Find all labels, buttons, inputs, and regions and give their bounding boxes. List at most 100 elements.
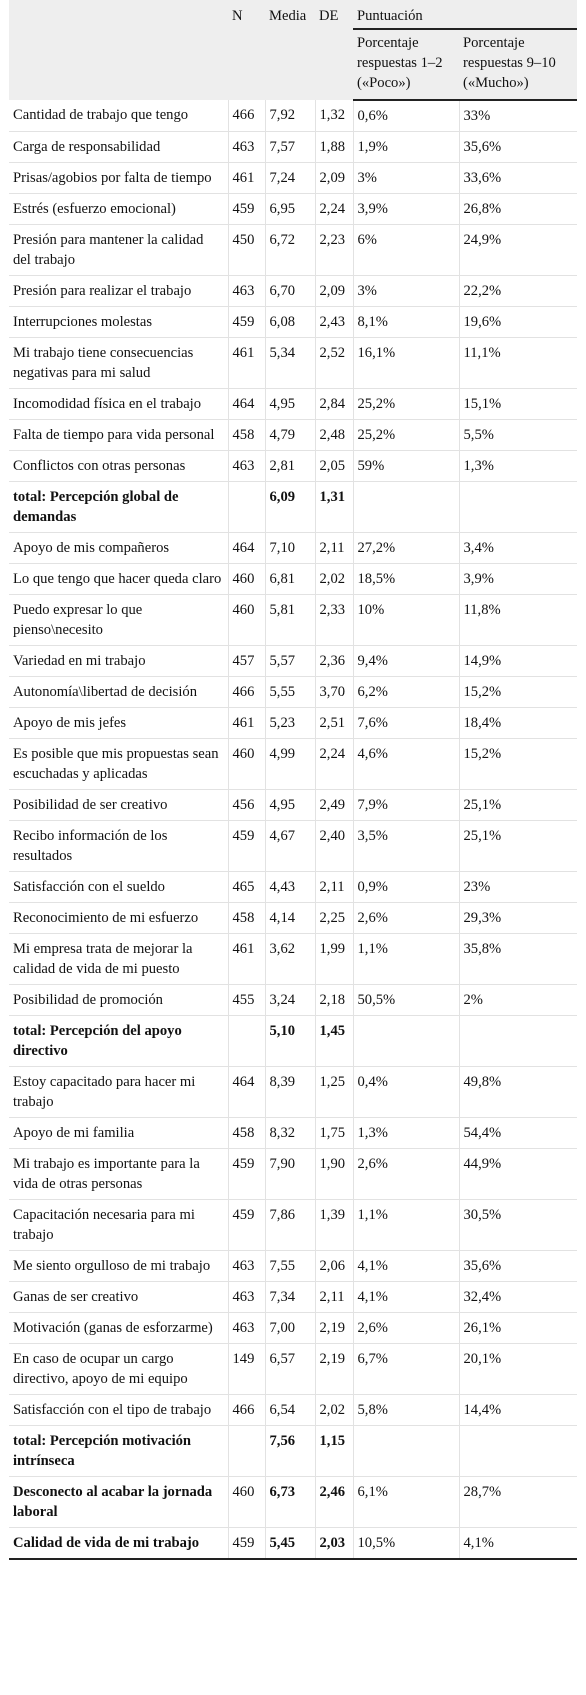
cell-label: Conflictos con otras personas	[9, 450, 229, 482]
header-poco: Porcentaje respuestas 1–2 («Poco»)	[353, 29, 459, 101]
cell-media: 6,09	[265, 481, 316, 533]
cell-label: Presión para realizar el trabajo	[9, 275, 229, 307]
table-row: Mi trabajo es importante para la vida de…	[9, 1148, 578, 1200]
cell-de: 2,84	[315, 388, 354, 420]
cell-poco: 25,2%	[353, 388, 460, 420]
cell-n: 463	[228, 1281, 266, 1313]
cell-n: 450	[228, 224, 266, 276]
cell-poco: 4,6%	[353, 738, 460, 790]
table-row: Reconocimiento de mi esfuerzo 458 4,14 2,25…	[9, 902, 578, 934]
cell-n: 461	[228, 337, 266, 389]
cell-poco: 2,6%	[353, 902, 460, 934]
cell-media: 3,24	[265, 984, 316, 1016]
cell-media: 7,86	[265, 1199, 316, 1251]
cell-mucho: 54,4%	[459, 1117, 578, 1149]
table-row: Mi empresa trata de mejorar la calidad d…	[9, 933, 578, 985]
cell-poco: 9,4%	[353, 645, 460, 677]
table-row: Estrés (esfuerzo emocional) 459 6,95 2,24 3,…	[9, 193, 578, 225]
cell-de: 2,09	[315, 162, 354, 194]
cell-media: 4,79	[265, 419, 316, 451]
cell-poco: 1,1%	[353, 1199, 460, 1251]
cell-label: Apoyo de mis compañeros	[9, 532, 229, 564]
cell-de: 2,25	[315, 902, 354, 934]
cell-mucho: 1,3%	[459, 450, 578, 482]
header-de: DE	[315, 0, 353, 100]
table-row: Estoy capacitado para hacer mi trabajo 46…	[9, 1066, 578, 1118]
cell-de: 2,18	[315, 984, 354, 1016]
cell-de: 1,31	[315, 481, 354, 533]
cell-media: 5,10	[265, 1015, 316, 1067]
cell-poco: 3%	[353, 162, 460, 194]
cell-mucho: 15,2%	[459, 676, 578, 708]
table-row: Apoyo de mi familia 458 8,32 1,75 1,3% 54,4%	[9, 1117, 578, 1149]
cell-de: 2,36	[315, 645, 354, 677]
results-table: N Media DE Puntuación Porcentaje respues…	[9, 0, 578, 1560]
cell-n: 461	[228, 933, 266, 985]
header-mucho: Porcentaje respuestas 9–10 («Mucho»)	[459, 29, 578, 101]
cell-de: 2,43	[315, 306, 354, 338]
cell-poco: 59%	[353, 450, 460, 482]
cell-n: 460	[228, 594, 266, 646]
cell-de: 2,02	[315, 563, 354, 595]
cell-label: Me siento orgulloso de mi trabajo	[9, 1250, 229, 1282]
cell-de: 1,88	[315, 131, 354, 163]
cell-mucho	[459, 1015, 578, 1067]
cell-label: Autonomía\libertad de decisión	[9, 676, 229, 708]
cell-mucho: 14,4%	[459, 1394, 578, 1426]
cell-label: total: Percepción global de demandas	[9, 481, 229, 533]
cell-mucho: 11,1%	[459, 337, 578, 389]
cell-poco: 6,1%	[353, 1476, 460, 1528]
cell-label: Mi empresa trata de mejorar la calidad d…	[9, 933, 229, 985]
cell-mucho: 19,6%	[459, 306, 578, 338]
header-media: Media	[265, 0, 315, 100]
cell-label: Posibilidad de promoción	[9, 984, 229, 1016]
cell-media: 2,81	[265, 450, 316, 482]
table-row: Variedad en mi trabajo 457 5,57 2,36 9,4% 14,…	[9, 645, 578, 677]
cell-de: 1,90	[315, 1148, 354, 1200]
cell-n: 464	[228, 388, 266, 420]
table-row: Motivación (ganas de esforzarme) 463 7,00 2…	[9, 1312, 578, 1344]
cell-poco: 1,1%	[353, 933, 460, 985]
table-row: Es posible que mis propuestas sean escuc…	[9, 738, 578, 790]
cell-poco: 2,6%	[353, 1312, 460, 1344]
cell-n: 459	[228, 306, 266, 338]
table-row: Presión para realizar el trabajo 463 6,70 2…	[9, 275, 578, 307]
cell-media: 4,67	[265, 820, 316, 872]
cell-poco: 16,1%	[353, 337, 460, 389]
cell-n: 459	[228, 1199, 266, 1251]
cell-n: 461	[228, 162, 266, 194]
cell-poco: 2,6%	[353, 1148, 460, 1200]
table-row: total: Percepción motivación intrínseca 7…	[9, 1425, 578, 1477]
cell-media: 8,32	[265, 1117, 316, 1149]
table-row: Apoyo de mis compañeros 464 7,10 2,11 27,2% 3…	[9, 532, 578, 564]
cell-poco: 3%	[353, 275, 460, 307]
cell-poco: 7,9%	[353, 789, 460, 821]
cell-label: Incomodidad física en el trabajo	[9, 388, 229, 420]
cell-media: 6,81	[265, 563, 316, 595]
cell-n: 460	[228, 1476, 266, 1528]
cell-media: 7,90	[265, 1148, 316, 1200]
cell-label: Apoyo de mi familia	[9, 1117, 229, 1149]
cell-media: 3,62	[265, 933, 316, 985]
cell-poco: 5,8%	[353, 1394, 460, 1426]
cell-mucho: 18,4%	[459, 707, 578, 739]
cell-media: 6,54	[265, 1394, 316, 1426]
cell-media: 5,34	[265, 337, 316, 389]
table-row: Calidad de vida de mi trabajo 459 5,45 2,03…	[9, 1527, 578, 1560]
table-row: Posibilidad de ser creativo 456 4,95 2,49 7,…	[9, 789, 578, 821]
cell-label: total: Percepción motivación intrínseca	[9, 1425, 229, 1477]
table-row: Posibilidad de promoción 455 3,24 2,18 50,5%…	[9, 984, 578, 1016]
table-row: Me siento orgulloso de mi trabajo 463 7,55…	[9, 1250, 578, 1282]
cell-label: En caso de ocupar un cargo directivo, ap…	[9, 1343, 229, 1395]
cell-label: Calidad de vida de mi trabajo	[9, 1527, 229, 1560]
cell-n: 459	[228, 820, 266, 872]
cell-poco: 1,9%	[353, 131, 460, 163]
cell-de: 1,39	[315, 1199, 354, 1251]
cell-n: 466	[228, 1394, 266, 1426]
cell-de: 2,40	[315, 820, 354, 872]
cell-mucho: 23%	[459, 871, 578, 903]
cell-label: Satisfacción con el tipo de trabajo	[9, 1394, 229, 1426]
table-row: Cantidad de trabajo que tengo 466 7,92 1,32…	[9, 100, 578, 132]
cell-n: 456	[228, 789, 266, 821]
cell-mucho: 28,7%	[459, 1476, 578, 1528]
